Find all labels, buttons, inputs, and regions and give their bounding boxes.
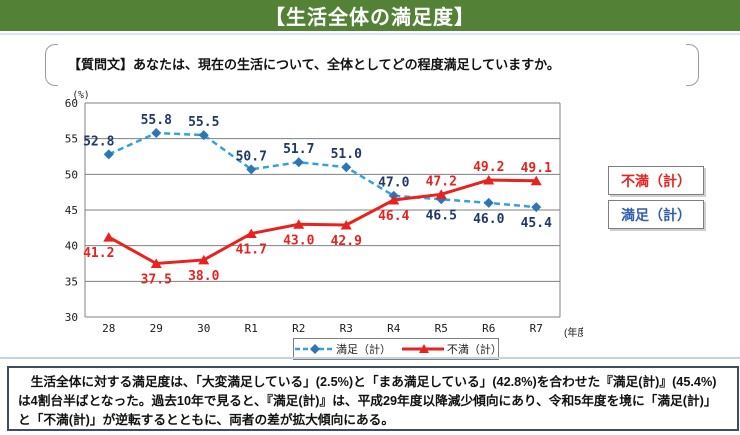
data-point-label: 41.2 [83, 246, 114, 261]
legend-item-satisfied: 満足（計） [294, 341, 392, 357]
x-axis-tick-label: R1 [245, 322, 258, 335]
y-axis-tick-label: 40 [65, 240, 78, 253]
data-point-label: 43.0 [283, 233, 314, 248]
y-axis-tick-label: 35 [65, 275, 78, 288]
data-point-marker [198, 254, 210, 265]
question-text: 【質問文】あなたは、現在の生活について、全体としてどの程度満足していますか。 [68, 57, 560, 72]
data-point-marker [483, 175, 495, 185]
data-point-label: 49.2 [473, 160, 504, 175]
legend-label-satisfied: 満足（計） [336, 344, 392, 356]
x-axis-tick-label: R7 [530, 322, 543, 335]
x-axis-tick-label: 28 [102, 322, 115, 335]
chart-legend: 満足（計） 不満（計） [293, 338, 502, 360]
data-point-label: 46.4 [378, 209, 409, 224]
banner-underline-decoration [0, 33, 740, 35]
data-point-marker [103, 232, 115, 242]
data-point-label: 46.5 [426, 208, 457, 223]
data-point-label: 47.0 [378, 176, 409, 191]
data-point-marker [151, 127, 162, 138]
data-point-label: 42.9 [331, 234, 362, 249]
data-point-label: 55.5 [188, 115, 219, 130]
y-axis-tick-label: 60 [65, 97, 78, 110]
data-point-label: 49.1 [521, 161, 552, 176]
right-bracket-decoration [686, 44, 699, 86]
y-axis-unit-label: (%) [72, 90, 89, 101]
left-bracket-decoration [45, 44, 58, 86]
series-line-不満（計） [108, 178, 537, 266]
x-axis-tick-label: R6 [482, 322, 495, 335]
x-axis-tick-label: R5 [435, 322, 448, 335]
series-line-満足（計） [108, 131, 537, 209]
satisfaction-line-chart: 30 35 40 45 50 55 60(%) (年度) 28 29 30 R1 R2 R3 R4 R5 R6 R… [65, 90, 583, 339]
data-point-marker [245, 228, 257, 239]
data-point-marker [341, 162, 352, 173]
data-point-label: 47.2 [426, 174, 457, 189]
summary-box: 生活全体に対する満足度は、「大変満足している」(2.5%)と「まあ満足している」… [7, 366, 739, 431]
data-point-marker [340, 219, 352, 230]
y-axis-tick-label: 55 [65, 133, 78, 146]
data-point-marker [388, 195, 400, 205]
data-point-marker [531, 202, 542, 213]
data-point-marker [530, 175, 542, 186]
data-point-label: 51.0 [331, 147, 362, 162]
x-axis-tick-label: 29 [150, 322, 163, 335]
data-point-label: 51.7 [283, 142, 314, 157]
x-axis-tick-label: R4 [387, 322, 401, 335]
data-point-marker [198, 130, 209, 141]
data-point-label: 50.7 [236, 149, 267, 164]
x-axis-tick-label: 30 [197, 322, 210, 335]
legend-label-dissatisfied: 不満（計） [446, 344, 502, 356]
x-axis-tick-label: R3 [340, 322, 353, 335]
dissatisfied-label: 不満（計） [621, 172, 691, 189]
legend-item-dissatisfied: 不満（計） [401, 341, 502, 357]
data-point-label: 41.7 [236, 243, 267, 258]
data-point-marker [103, 149, 114, 160]
satisfied-label: 満足（計） [621, 206, 691, 223]
x-axis-tick-label: R2 [292, 322, 305, 335]
data-point-marker [483, 197, 494, 208]
data-point-marker [246, 164, 257, 175]
satisfied-label-box: 満足（計） [608, 200, 704, 229]
summary-text: 生活全体に対する満足度は、「大変満足している」(2.5%)と「まあ満足している」… [18, 375, 717, 428]
data-point-marker [150, 258, 162, 268]
dissatisfied-line-sample-icon [402, 344, 444, 353]
x-axis-unit-label: (年度) [564, 326, 583, 339]
y-axis-tick-label: 30 [65, 311, 78, 324]
data-point-marker [293, 219, 305, 229]
page-title: 【生活全体の満足度】 [265, 7, 475, 29]
y-axis-tick-label: 45 [65, 204, 78, 217]
dissatisfied-label-box: 不満（計） [608, 166, 704, 195]
data-point-label: 55.8 [141, 113, 172, 128]
page-title-banner: 【生活全体の満足度】 [0, 0, 740, 31]
question-box: 【質問文】あなたは、現在の生活について、全体としてどの程度満足していますか。 [0, 42, 740, 88]
data-point-label: 38.0 [188, 269, 219, 284]
data-point-marker [293, 157, 304, 168]
y-axis-tick-label: 50 [65, 168, 78, 181]
satisfied-line-sample-icon [295, 344, 334, 354]
data-point-label: 37.5 [141, 273, 172, 288]
divider-line [0, 357, 740, 359]
data-point-label: 52.8 [83, 134, 114, 149]
data-point-marker [435, 189, 447, 199]
data-point-label: 46.0 [473, 212, 504, 227]
data-point-label: 45.4 [521, 216, 552, 231]
